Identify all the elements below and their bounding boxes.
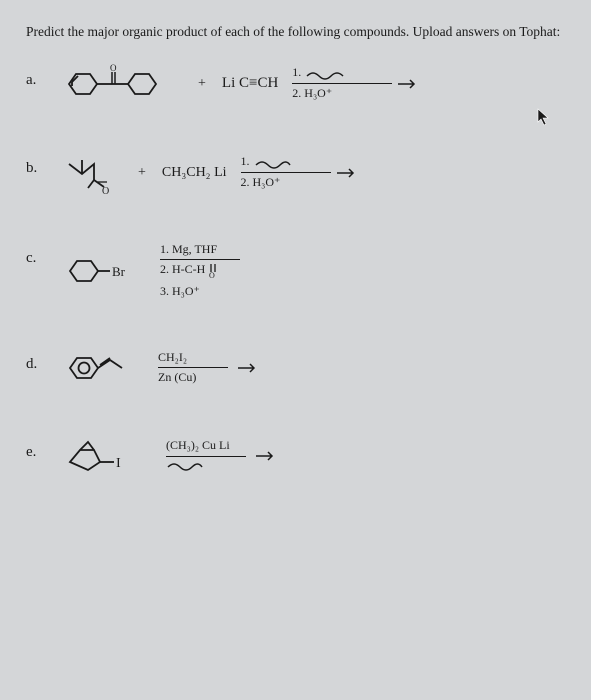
problem-e: e. I (CH₃)₂ Cu Li — [26, 436, 565, 476]
content-e: I (CH₃)₂ Cu Li — [58, 436, 565, 476]
arrow-icon — [337, 168, 357, 178]
squiggle-icon — [166, 459, 206, 473]
content-b: O + CH₃CH₂ Li 1. 2. H₃O⁺ — [58, 152, 565, 194]
structure-b: O — [64, 152, 124, 194]
reagent-a: Li C≡CH — [222, 75, 278, 92]
cond-a2: 2. H₃O⁺ — [292, 86, 392, 102]
cond-b2: 2. H₃O⁺ — [241, 175, 331, 191]
arrow-icon — [398, 79, 418, 89]
conditions-a: 1. 2. H₃O⁺ — [292, 65, 392, 101]
cursor-icon — [537, 108, 551, 126]
structure-e: I — [64, 436, 142, 476]
problem-a: a. O + Li C≡CH 1. — [26, 64, 565, 104]
label-d: d. — [26, 348, 58, 373]
cond-d1: CH₂I₂ — [158, 350, 228, 366]
label-e: e. — [26, 436, 58, 461]
structure-c: Br — [64, 252, 136, 290]
problem-c: c. Br 1. Mg, THF 2. H-C-H O 3. H₃O⁺ — [26, 242, 565, 300]
content-a: O + Li C≡CH 1. 2. H₃O⁺ — [58, 64, 565, 104]
structure-d — [64, 348, 134, 388]
cond-b1: 1. — [241, 154, 250, 170]
conditions-c: 1. Mg, THF 2. H-C-H O 3. H₃O⁺ — [160, 242, 240, 300]
label-b: b. — [26, 152, 58, 177]
label-c: c. — [26, 242, 58, 267]
cond-c3: 3. H₃O⁺ — [160, 284, 240, 300]
arrow-icon — [238, 363, 258, 373]
content-d: CH₂I₂ Zn (Cu) — [58, 348, 565, 388]
reagent-b: CH₃CH₂ Li — [162, 165, 227, 181]
problem-d: d. CH₂I₂ Zn (Cu) — [26, 348, 565, 388]
plus-a: + — [198, 76, 206, 92]
svg-text:O: O — [209, 271, 215, 278]
svg-text:O: O — [102, 186, 109, 194]
label-a: a. — [26, 64, 58, 89]
conditions-d: CH₂I₂ Zn (Cu) — [158, 350, 228, 386]
conditions-b: 1. 2. H₃O⁺ — [241, 154, 331, 190]
cond-d2: Zn (Cu) — [158, 370, 228, 386]
squiggle-icon — [254, 155, 294, 169]
problem-b: b. O + CH₃CH₂ Li 1. 2. H₃O⁺ — [26, 152, 565, 194]
instruction-text: Predict the major organic product of eac… — [26, 22, 565, 42]
svg-text:Br: Br — [112, 264, 126, 279]
structure-a1: O — [64, 64, 184, 104]
cond-a1: 1. — [292, 65, 301, 81]
squiggle-icon — [305, 66, 349, 80]
cond-e1: (CH₃)₂ Cu Li — [166, 438, 246, 454]
cond-c1: 1. Mg, THF — [160, 242, 240, 258]
double-bond-o-icon: O — [207, 262, 221, 278]
svg-text:O: O — [110, 64, 117, 73]
plus-b: + — [138, 165, 146, 181]
arrow-icon — [256, 451, 276, 461]
content-c: Br 1. Mg, THF 2. H-C-H O 3. H₃O⁺ — [58, 242, 565, 300]
svg-text:I: I — [116, 456, 121, 471]
conditions-e: (CH₃)₂ Cu Li — [166, 438, 246, 473]
cond-c2: 2. H-C-H — [160, 262, 205, 278]
